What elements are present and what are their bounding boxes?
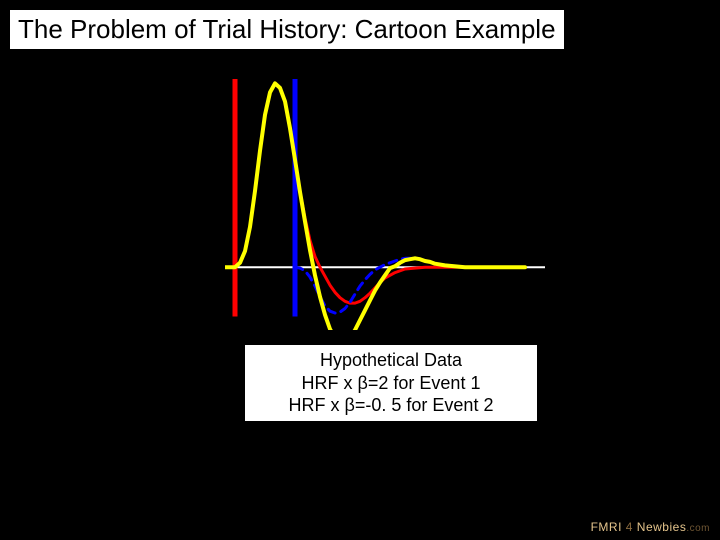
footer-brand-right: Newbies [637,520,687,534]
chart-legend: Hypothetical Data HRF x β=2 for Event 1 … [245,345,537,421]
legend-line-1: Hypothetical Data [251,349,531,372]
hrf-chart [225,70,545,330]
footer-brand-num: 4 [626,520,633,534]
legend-line-2: HRF x β=2 for Event 1 [251,372,531,395]
footer-brand: FMRI 4 Newbies.com [591,520,710,534]
legend-line-3: HRF x β=-0. 5 for Event 2 [251,394,531,417]
page-title: The Problem of Trial History: Cartoon Ex… [10,10,564,49]
footer-brand-left: FMRI [591,520,622,534]
footer-brand-dom: .com [686,523,710,534]
